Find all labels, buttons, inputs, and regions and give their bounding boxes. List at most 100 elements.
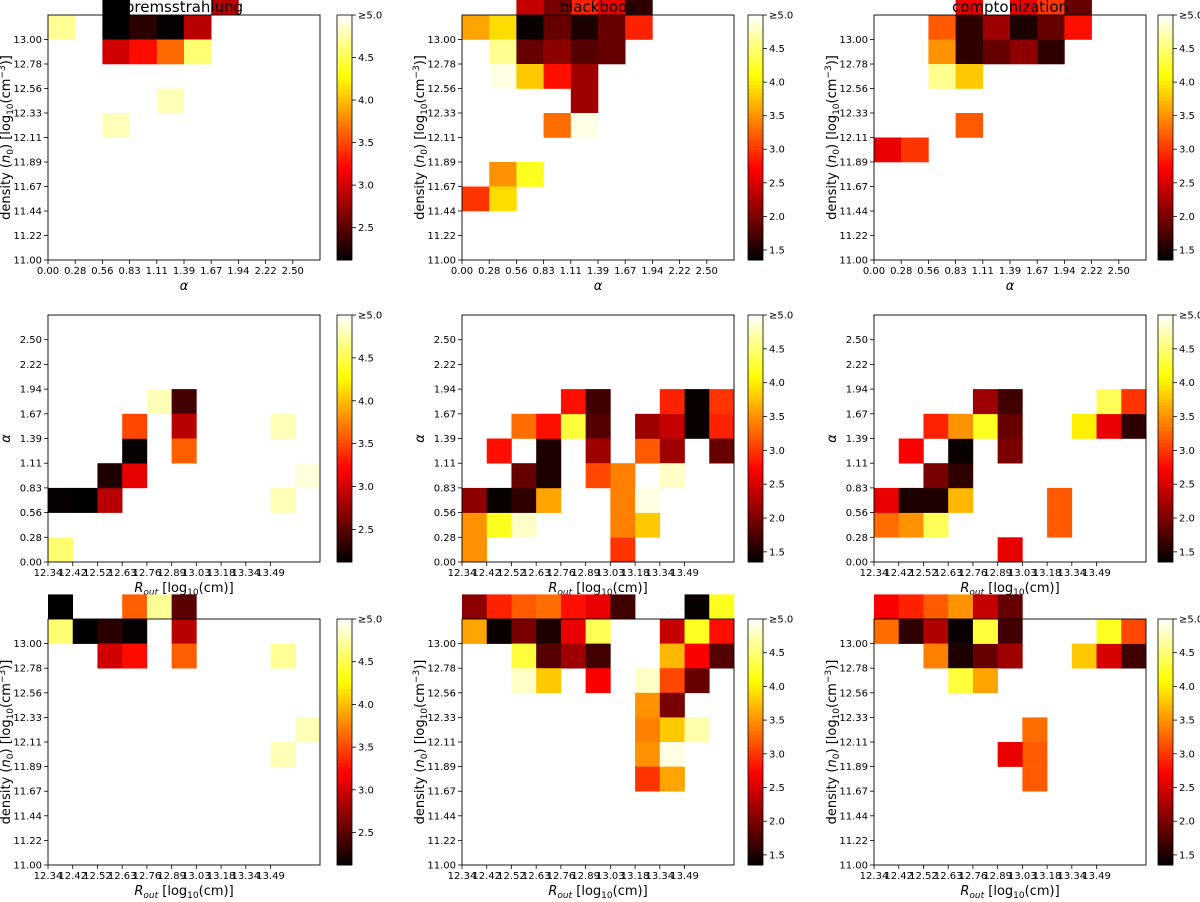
colorbar-segment	[1158, 96, 1173, 102]
y-tick-label: 11.67	[839, 182, 868, 193]
colorbar-frame	[1157, 314, 1174, 563]
colorbar-segment	[1158, 215, 1173, 220]
y-tick-label: 1.94	[846, 385, 868, 396]
heatmap-cell	[972, 413, 998, 439]
heatmap-cell	[270, 742, 296, 767]
label-part: n	[413, 155, 428, 163]
label-part: ) [log	[0, 115, 14, 149]
colorbar-segment	[337, 426, 352, 431]
colorbar-segment	[1158, 430, 1173, 435]
colorbar-segment	[337, 194, 352, 200]
colorbar-segment	[337, 737, 352, 743]
heatmap-cell	[659, 717, 685, 743]
colorbar-frame	[747, 314, 764, 563]
colorbar-segment	[748, 19, 763, 24]
colorbar-segment	[748, 840, 763, 845]
x-tick-label: 2.22	[1080, 266, 1102, 277]
colorbar-segment	[337, 430, 352, 435]
label-part: (cm	[413, 79, 428, 104]
colorbar-segment	[337, 692, 352, 698]
y-tick-label: 11.89	[839, 158, 868, 169]
colorbar-segment	[748, 459, 763, 464]
colorbar-segment	[1158, 72, 1173, 77]
colorbar-segment	[748, 68, 763, 73]
heatmap-cell	[585, 668, 611, 694]
colorbar-segment	[337, 770, 352, 776]
x-axis-label: Rout [log10(cm)]	[134, 581, 233, 598]
colorbar-segment	[1158, 844, 1173, 850]
colorbar-tick-label: 2.5	[358, 223, 374, 234]
heatmap-cell	[72, 487, 98, 513]
colorbar-segment	[748, 475, 763, 481]
colorbar-tick-label: 3.5	[769, 412, 785, 423]
colorbar-segment	[748, 643, 763, 649]
colorbar-segment	[1158, 647, 1173, 653]
colorbar-segment	[748, 239, 763, 245]
y-tick-label: 11.44	[427, 811, 456, 822]
label-part: R	[960, 884, 969, 899]
colorbar-segment	[1158, 500, 1173, 505]
heatmap-cell	[516, 39, 544, 65]
label-part: (cm	[825, 79, 840, 104]
x-tick-label: 12.34	[34, 871, 63, 882]
colorbar-segment	[1158, 43, 1173, 49]
colorbar-segment	[1158, 397, 1173, 402]
colorbar-segment	[1158, 705, 1173, 710]
y-tick-label: 1.39	[434, 434, 456, 445]
colorbar-segment	[748, 844, 763, 850]
x-tick-label: 0.83	[118, 266, 140, 277]
y-tick-label: 12.56	[13, 688, 42, 699]
label-part: [log	[572, 581, 601, 596]
colorbar-segment	[1158, 219, 1173, 224]
label-part: (cm	[0, 683, 14, 708]
colorbar-segment	[1158, 692, 1173, 698]
colorbar-tick-label: 4.0	[358, 96, 374, 107]
colorbar-segment	[748, 393, 763, 398]
colorbar-segment	[337, 512, 352, 518]
heatmap-cell	[659, 668, 685, 694]
colorbar-segment	[1158, 157, 1173, 163]
y-tick-label: 0.56	[20, 508, 42, 519]
colorbar-segment	[1158, 512, 1173, 518]
x-tick-label: 13.49	[256, 568, 285, 579]
colorbar-segment	[748, 549, 763, 555]
x-tick-label: 13.03	[596, 568, 625, 579]
heatmap-cell	[898, 594, 924, 620]
colorbar-segment	[337, 72, 352, 77]
heatmap-cell	[709, 389, 735, 415]
colorbar-segment	[748, 422, 763, 427]
colorbar-segment	[337, 243, 352, 249]
heatmap-cell	[972, 619, 998, 644]
colorbar-segment	[337, 434, 352, 439]
y-tick-label: 12.78	[427, 664, 456, 675]
colorbar-segment	[748, 635, 763, 640]
colorbar-segment	[1158, 709, 1173, 714]
heatmap-cell	[48, 594, 74, 620]
colorbar-segment	[1158, 684, 1173, 690]
x-tick-label: 0.28	[890, 266, 912, 277]
colorbar-segment	[748, 766, 763, 772]
colorbar-segment	[748, 454, 763, 460]
colorbar-segment	[1158, 459, 1173, 464]
x-tick-label: 12.89	[983, 568, 1012, 579]
label-part: out	[969, 891, 984, 901]
heatmap-cell	[48, 619, 74, 644]
colorbar-segment	[337, 844, 352, 850]
colorbar-segment	[337, 84, 352, 89]
y-tick-label: 0.00	[20, 558, 42, 569]
heatmap-cell	[684, 413, 710, 439]
colorbar-segment	[1158, 852, 1173, 858]
x-tick-label: 12.63	[934, 568, 963, 579]
heatmap-cell	[102, 15, 130, 40]
colorbar-segment	[748, 795, 763, 800]
heatmap-cell	[659, 742, 685, 767]
colorbar-segment	[1158, 549, 1173, 555]
colorbar-segment	[337, 828, 352, 833]
colorbar-segment	[748, 557, 763, 563]
x-axis-label: Rout [log10(cm)]	[960, 884, 1059, 901]
colorbar-segment	[1158, 178, 1173, 183]
colorbar-segment	[1158, 47, 1173, 53]
colorbar-segment	[337, 76, 352, 81]
heatmap-cell	[635, 766, 661, 792]
colorbar-segment	[337, 319, 352, 324]
